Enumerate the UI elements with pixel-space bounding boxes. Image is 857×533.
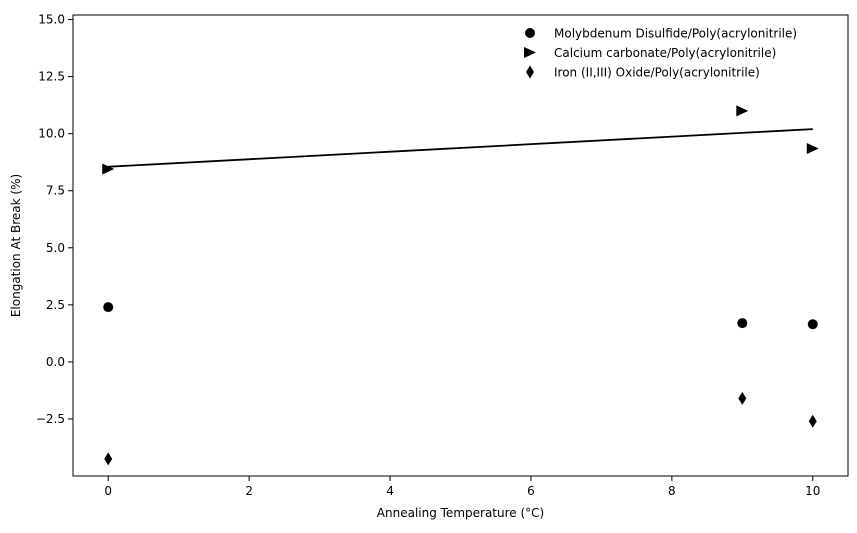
y-axis-label: Elongation At Break (%) [9,174,23,317]
legend-item: Calcium carbonate/Poly(acrylonitrile) [524,46,776,60]
data-point-triangle-right [736,105,749,117]
data-point-circle [807,319,818,330]
data-point-triangle-right [806,143,819,155]
y-tick-label: 7.5 [46,184,65,198]
x-tick-label: 4 [386,484,394,498]
y-tick-label: −2.5 [36,412,65,426]
y-tick-label: 0.0 [46,355,65,369]
data-point-triangle-right [102,163,115,175]
legend-item: Molybdenum Disulfide/Poly(acrylonitrile) [525,27,797,41]
data-point-thin-diamond [738,391,747,405]
x-tick-label: 2 [245,484,253,498]
x-tick-label: 10 [805,484,820,498]
legend-marker-circle [525,28,535,38]
x-tick-label: 0 [104,484,112,498]
legend-marker-triangle-right [524,47,536,58]
x-tick-label: 6 [527,484,535,498]
legend-marker-thin-diamond [526,65,534,79]
trend-line [108,128,813,168]
legend-label: Iron (II,III) Oxide/Poly(acrylonitrile) [554,66,760,80]
legend-label: Calcium carbonate/Poly(acrylonitrile) [554,46,776,60]
x-tick-label: 8 [668,484,676,498]
y-tick-label: 15.0 [38,13,65,27]
data-point-circle [103,302,114,313]
y-tick-label: 2.5 [46,298,65,312]
x-axis-label: Annealing Temperature (°C) [377,506,544,520]
data-point-thin-diamond [104,452,113,466]
plot-frame [72,14,849,477]
plot-area [102,105,819,466]
y-tick-label: 10.0 [38,127,65,141]
legend-label: Molybdenum Disulfide/Poly(acrylonitrile) [554,27,797,41]
data-point-circle [737,318,748,329]
legend: Molybdenum Disulfide/Poly(acrylonitrile)… [524,27,797,80]
y-tick-label: 5.0 [46,241,65,255]
y-tick-label: 12.5 [38,70,65,84]
legend-item: Iron (II,III) Oxide/Poly(acrylonitrile) [526,65,760,80]
data-point-thin-diamond [808,414,817,428]
axes: 0 2 4 6 8 10 −2.5 0.0 2.5 5.0 7.5 10.0 12.5 15.0 Annea… [9,13,849,520]
